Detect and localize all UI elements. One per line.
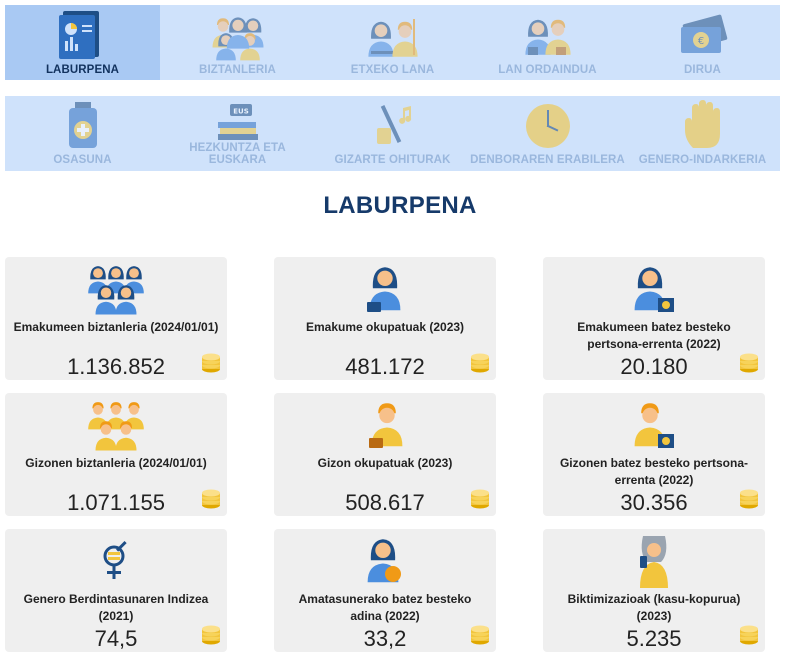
nav-denboraren-erabilera[interactable]: DENBORAREN ERABILERA: [470, 96, 625, 171]
nav-laburpena[interactable]: LABURPENA: [5, 5, 160, 80]
housework-icon: [367, 19, 418, 57]
nav-denboraren-erabilera-label: DENBORAREN ERABILERA: [470, 154, 625, 166]
stat-card-victimizations: Biktimizazioak (kasu-kopurua) (2023) 5.2…: [543, 529, 765, 652]
report-chart-icon: [58, 11, 99, 59]
svg-text:€: €: [697, 36, 703, 47]
card-label: Biktimizazioak (kasu-kopurua) (2023): [567, 592, 741, 623]
nav-hezkuntza-label: HEZKUNTZA ETA EUSKARA: [189, 142, 286, 166]
nav-hezkuntza[interactable]: EUS HEZKUNTZA ETA EUSKARA: [160, 96, 315, 171]
coin-stack-icon[interactable]: [739, 488, 759, 510]
card-value: 1.136.852: [67, 354, 165, 379]
card-label: Gizonen biztanleria (2024/01/01): [25, 456, 207, 470]
card-value: 74,5: [94, 626, 138, 651]
nav-osasuna-label: OSASUNA: [53, 154, 112, 166]
employed-man-icon: [369, 403, 403, 448]
card-value: 481.172: [345, 354, 425, 379]
nav-row-1: LABURPENA BIZTANLERIA ETXEKO LANA LAN OR…: [5, 5, 780, 80]
card-label: Gizon okupatuak (2023): [317, 456, 453, 470]
stat-card-women-population: Emakumeen biztanleria (2024/01/01) 1.136…: [5, 257, 227, 380]
coin-stack-icon[interactable]: [470, 352, 490, 374]
card-value: 5.235: [626, 626, 682, 651]
nav-lan-ordaindua-label: LAN ORDAINDUA: [498, 64, 597, 76]
card-value: 30.356: [620, 490, 688, 515]
coin-stack-icon[interactable]: [739, 624, 759, 646]
stat-card-employed-men: Gizon okupatuak (2023) 508.617: [274, 393, 496, 516]
coin-stack-icon[interactable]: [739, 352, 759, 374]
page-title: LABURPENA: [323, 192, 477, 219]
nav-genero-indarkeria[interactable]: GENERO-INDARKERIA: [625, 96, 780, 171]
nav-gizarte-ohiturak-label: GIZARTE OHITURAK: [334, 154, 451, 166]
card-label: Gizonen batez besteko pertsona-errenta (…: [559, 456, 749, 487]
card-value: 508.617: [345, 490, 425, 515]
nav-osasuna[interactable]: OSASUNA: [5, 96, 160, 171]
nav-dirua[interactable]: € DIRUA: [625, 5, 780, 80]
coin-stack-icon[interactable]: [470, 624, 490, 646]
clock-icon: [525, 104, 570, 148]
health-medicine-icon: [68, 102, 97, 148]
coin-stack-icon[interactable]: [470, 488, 490, 510]
money-icon: €: [680, 14, 727, 53]
stat-card-women-income: Emakumeen batez besteko pertsona-errenta…: [543, 257, 765, 380]
woman-income-icon: [634, 267, 674, 312]
nav-dirua-label: DIRUA: [684, 64, 721, 76]
card-value: 20.180: [620, 354, 688, 379]
card-label: Emakumeen biztanleria (2024/01/01): [13, 320, 219, 334]
coin-stack-icon[interactable]: [201, 624, 221, 646]
stat-card-gender-equality-index: Genero Berdintasunaren Indizea (2021) 74…: [5, 529, 227, 652]
nav-biztanleria[interactable]: BIZTANLERIA: [160, 5, 315, 80]
paid-work-icon: [524, 19, 571, 55]
victim-phone-icon: [640, 536, 668, 588]
coin-stack-icon[interactable]: [201, 352, 221, 374]
card-value: 1.071.155: [67, 490, 165, 515]
stat-card-men-population: Gizonen biztanleria (2024/01/01) 1.071.1…: [5, 393, 227, 516]
card-label: Amatasunerako batez besteko adina (2022): [298, 592, 472, 623]
nav-genero-indarkeria-label: GENERO-INDARKERIA: [638, 154, 767, 166]
gender-symbol-icon: [103, 541, 127, 579]
card-label: Emakumeen batez besteko pertsona-errenta…: [577, 320, 731, 351]
women-group-icon: [88, 266, 144, 315]
employed-woman-icon: [367, 267, 401, 312]
social-habits-icon: [376, 105, 411, 144]
nav-laburpena-label: LABURPENA: [45, 64, 120, 76]
man-income-icon: [634, 403, 674, 448]
nav-biztanleria-label: BIZTANLERIA: [199, 64, 276, 76]
nav-etxeko-lana-label: ETXEKO LANA: [350, 64, 435, 76]
pregnant-woman-icon: [367, 539, 401, 583]
stop-hand-icon: [684, 100, 720, 148]
stat-card-employed-women: Emakume okupatuak (2023) 481.172: [274, 257, 496, 380]
card-label: Emakume okupatuak (2023): [305, 320, 465, 334]
nav-row-2: OSASUNA EUS HEZKUNTZA ETA EUSKARA GIZART…: [5, 96, 780, 171]
card-label: Genero Berdintasunaren Indizea (2021): [23, 592, 209, 623]
education-books-icon: EUS: [217, 104, 258, 140]
men-group-icon: [88, 402, 144, 451]
svg-text:EUS: EUS: [233, 108, 249, 116]
nav-etxeko-lana[interactable]: ETXEKO LANA: [315, 5, 470, 80]
nav-gizarte-ohiturak[interactable]: GIZARTE OHITURAK: [315, 96, 470, 171]
coin-stack-icon[interactable]: [201, 488, 221, 510]
stat-card-men-income: Gizonen batez besteko pertsona-errenta (…: [543, 393, 765, 516]
stat-card-maternity-age: Amatasunerako batez besteko adina (2022)…: [274, 529, 496, 652]
population-icon: [212, 17, 263, 61]
nav-lan-ordaindua[interactable]: LAN ORDAINDUA: [470, 5, 625, 80]
card-value: 33,2: [363, 626, 407, 651]
